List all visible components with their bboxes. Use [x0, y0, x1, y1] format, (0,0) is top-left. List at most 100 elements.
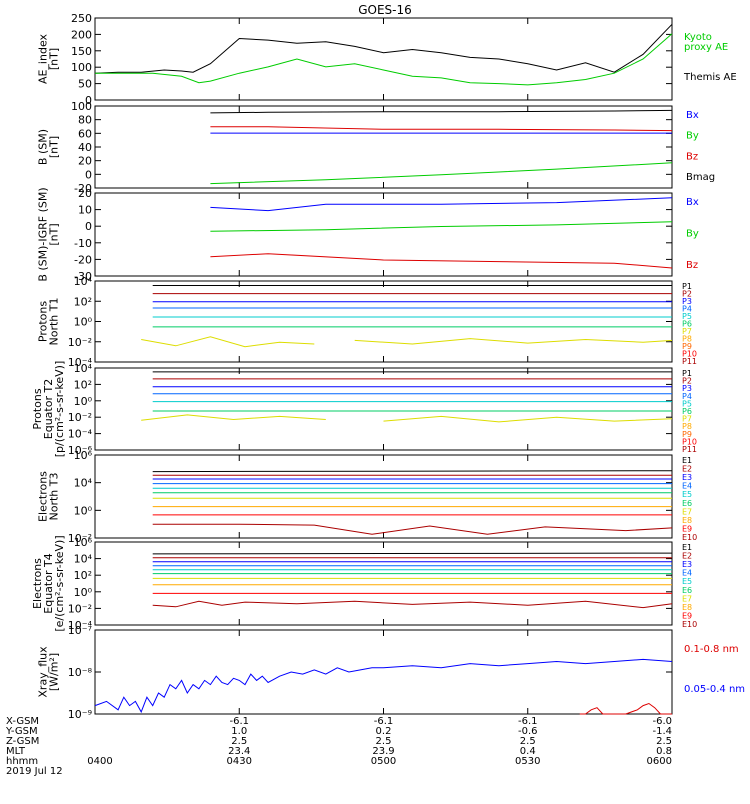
- footer-tick-value: -6.1: [374, 716, 394, 727]
- y-tick-label: 80: [78, 114, 92, 127]
- y-tick-label: 10⁻⁹: [68, 708, 92, 721]
- series-line: [95, 33, 673, 86]
- y-tick-label: -20: [74, 253, 92, 266]
- legend-entry: P9: [682, 342, 692, 351]
- footer-tick-value: 0500: [371, 756, 396, 767]
- y-tick-label: 10⁻⁷: [68, 624, 92, 637]
- legend-entry: E8: [682, 516, 692, 525]
- footer-tick-value: 2.5: [520, 736, 536, 747]
- y-tick-label: 10⁰: [74, 504, 93, 517]
- panel-frame: [94, 105, 673, 189]
- legend-entry: P5: [682, 312, 692, 321]
- legend-entry: P8: [682, 422, 692, 431]
- y-tick-label: 10⁰: [74, 316, 93, 329]
- footer-row-label: MLT: [6, 746, 26, 757]
- y-tick-label: 10⁴: [74, 362, 93, 375]
- y-tick-label: 10⁴: [74, 477, 93, 490]
- y-axis-label: B (SM)-IGRF (SM): [37, 187, 50, 281]
- legend-entry: E2: [682, 465, 692, 474]
- legend-entry: E4: [682, 569, 692, 578]
- legend-entry: E7: [682, 594, 692, 603]
- legend-entry: P6: [682, 320, 692, 329]
- series-line: [579, 702, 672, 715]
- legend-entry: Kyoto: [684, 32, 712, 43]
- legend-entry: E9: [682, 524, 692, 533]
- y-axis-label: Electrons: [37, 471, 50, 522]
- legend-entry: Themis AE: [683, 72, 737, 83]
- legend-entry: 0.05-0.4 nm: [684, 684, 745, 695]
- footer-row-label: hhmm: [6, 756, 38, 767]
- series-line: [210, 253, 673, 269]
- legend-entry: E6: [682, 586, 692, 595]
- legend-entry: P7: [682, 327, 692, 336]
- legend-entry: By: [686, 131, 699, 142]
- footer-tick-value: -6.1: [518, 716, 538, 727]
- legend-entry: P8: [682, 335, 692, 344]
- legend-entry: E3: [682, 560, 692, 569]
- legend-entry: E10: [682, 533, 697, 542]
- footer-row-label: Y-GSM: [5, 726, 38, 737]
- legend-entry: E5: [682, 490, 692, 499]
- footer-tick-value: 0.4: [520, 746, 536, 757]
- y-tick-label: 10⁶: [74, 449, 93, 462]
- legend-entry: By: [686, 229, 699, 240]
- footer-tick-value: 0.2: [376, 726, 392, 737]
- chart-title: GOES-16: [358, 3, 412, 17]
- y-tick-label: 100: [71, 100, 92, 113]
- legend-entry: Bx: [686, 197, 699, 208]
- y-tick-label: 10⁻²: [68, 602, 92, 615]
- footer-tick-value: 0.8: [656, 746, 672, 757]
- series-line: [152, 552, 673, 555]
- footer-tick-value: 23.9: [372, 746, 394, 757]
- series-line: [141, 336, 315, 348]
- legend-entry: P4: [682, 392, 692, 401]
- panel-frame: [94, 367, 673, 451]
- y-tick-label: -30: [74, 270, 92, 283]
- y-tick-label: 10⁰: [74, 395, 93, 408]
- legend-entry: P3: [682, 384, 692, 393]
- legend-entry: E3: [682, 473, 692, 482]
- footer-tick-value: -0.6: [518, 726, 538, 737]
- footer-tick-value: 0430: [227, 756, 252, 767]
- footer-tick-value: 0400: [87, 756, 112, 767]
- legend-entry: P6: [682, 407, 692, 416]
- y-axis-label: [nT]: [48, 136, 61, 158]
- y-tick-label: 0: [85, 168, 92, 181]
- panel-frame: [94, 541, 673, 626]
- y-axis-label: Protons: [37, 301, 50, 342]
- panel-frame: [94, 629, 673, 715]
- y-tick-label: 10⁻⁴: [68, 428, 93, 441]
- legend-entry: P11: [682, 357, 697, 366]
- y-axis-label: [nT]: [48, 223, 61, 245]
- footer-tick-value: 23.4: [228, 746, 250, 757]
- legend-entry: E5: [682, 577, 692, 586]
- series-line: [210, 109, 673, 114]
- y-tick-label: 10⁻⁴: [68, 619, 93, 632]
- y-axis-label: [W/m²]: [48, 653, 61, 691]
- y-axis-label: Electrons: [31, 558, 44, 609]
- footer-tick-value: 0600: [647, 756, 672, 767]
- legend-entry: P11: [682, 445, 697, 454]
- legend-entry: P2: [682, 377, 692, 386]
- legend-entry: P7: [682, 415, 692, 424]
- y-axis-label: North T1: [48, 298, 61, 346]
- legend-entry: Bx: [686, 110, 699, 121]
- series-line: [354, 338, 673, 345]
- legend-entry: P10: [682, 350, 697, 359]
- y-axis-label: AE_index: [37, 33, 50, 84]
- footer-tick-value: 2.5: [656, 736, 672, 747]
- y-axis-label: [e/(cm²-s-sr-keV)]: [53, 535, 66, 631]
- y-tick-label: 0: [85, 220, 92, 233]
- legend-entry: E2: [682, 552, 692, 561]
- series-line: [383, 415, 673, 423]
- legend-entry: Bz: [686, 151, 698, 162]
- series-line: [210, 197, 673, 212]
- y-tick-label: 20: [78, 155, 92, 168]
- footer-tick-value: 2.5: [231, 736, 247, 747]
- y-tick-label: 150: [71, 45, 92, 58]
- y-tick-label: 10⁴: [74, 553, 93, 566]
